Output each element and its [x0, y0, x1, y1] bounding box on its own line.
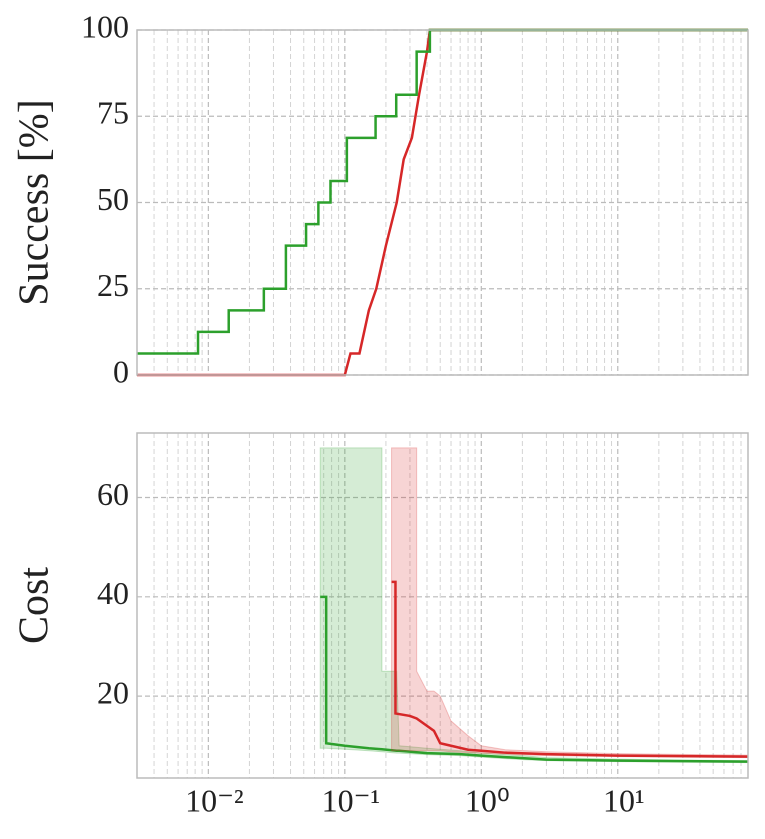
x-tick-label: 10⁰	[465, 782, 510, 818]
y-tick-label: 20	[97, 674, 129, 710]
plot-frame	[136, 432, 749, 779]
x-tick-label: 10⁻²	[185, 782, 243, 818]
y-tick-label: 40	[97, 575, 129, 611]
line	[137, 28, 748, 377]
plot-frame	[136, 29, 749, 376]
y-tick-label: 75	[97, 95, 129, 131]
x-tick-label: 10¹	[603, 782, 645, 818]
band	[319, 447, 749, 764]
y-tick-label: 25	[97, 267, 129, 303]
y-axis-label: Cost	[12, 567, 58, 644]
x-tick-label: 10⁻¹	[322, 782, 380, 818]
y-tick-label: 0	[113, 353, 129, 389]
line	[137, 28, 748, 355]
band	[391, 447, 749, 759]
y-tick-label: 100	[81, 8, 129, 44]
line	[320, 595, 749, 763]
y-tick-label: 50	[97, 181, 129, 217]
line	[391, 580, 749, 758]
y-tick-label: 60	[97, 476, 129, 512]
y-axis-label: Success [%]	[12, 99, 58, 305]
